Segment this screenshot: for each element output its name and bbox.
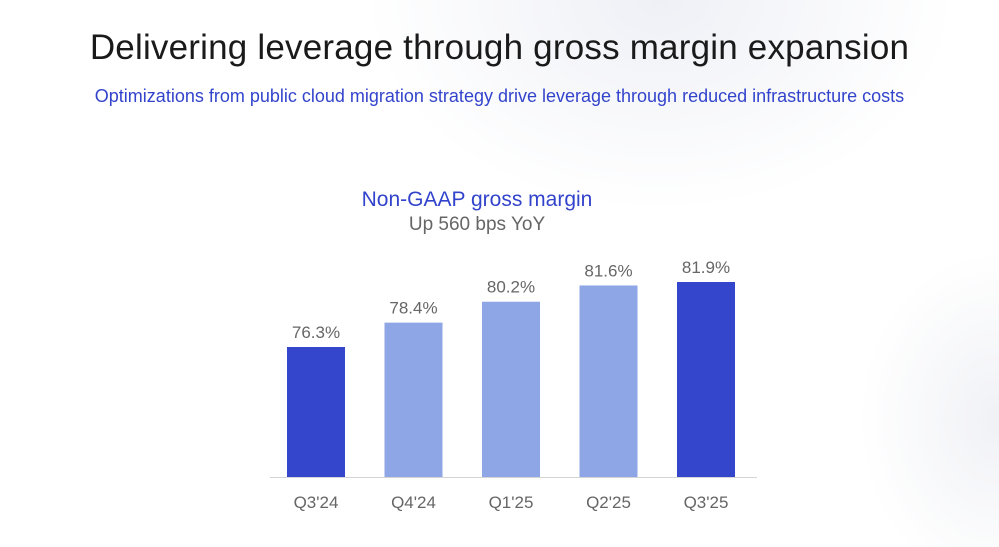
- page-title: Delivering leverage through gross margin…: [89, 28, 910, 67]
- bar: [579, 285, 638, 477]
- chart-title: Non-GAAP gross margin: [361, 188, 593, 211]
- x-tick-label: Q1'25: [489, 493, 534, 512]
- bar-value-label: 81.9%: [682, 258, 730, 277]
- x-tick-label: Q4'24: [391, 493, 436, 512]
- bar-value-label: 81.6%: [584, 261, 632, 280]
- bar: [384, 322, 443, 477]
- page-subtitle: Optimizations from public cloud migratio…: [94, 86, 905, 106]
- x-tick-label: Q3'24: [294, 493, 339, 512]
- bar-value-label: 78.4%: [389, 299, 437, 318]
- x-tick-label: Q3'25: [684, 493, 729, 512]
- bar: [482, 301, 540, 477]
- bar-value-label: 76.3%: [292, 323, 340, 342]
- bar: [287, 347, 345, 477]
- bar: [677, 282, 735, 477]
- chart-subtitle: Up 560 bps YoY: [408, 214, 546, 235]
- x-tick-label: Q2'25: [586, 493, 631, 512]
- bar-value-label: 80.2%: [487, 278, 535, 297]
